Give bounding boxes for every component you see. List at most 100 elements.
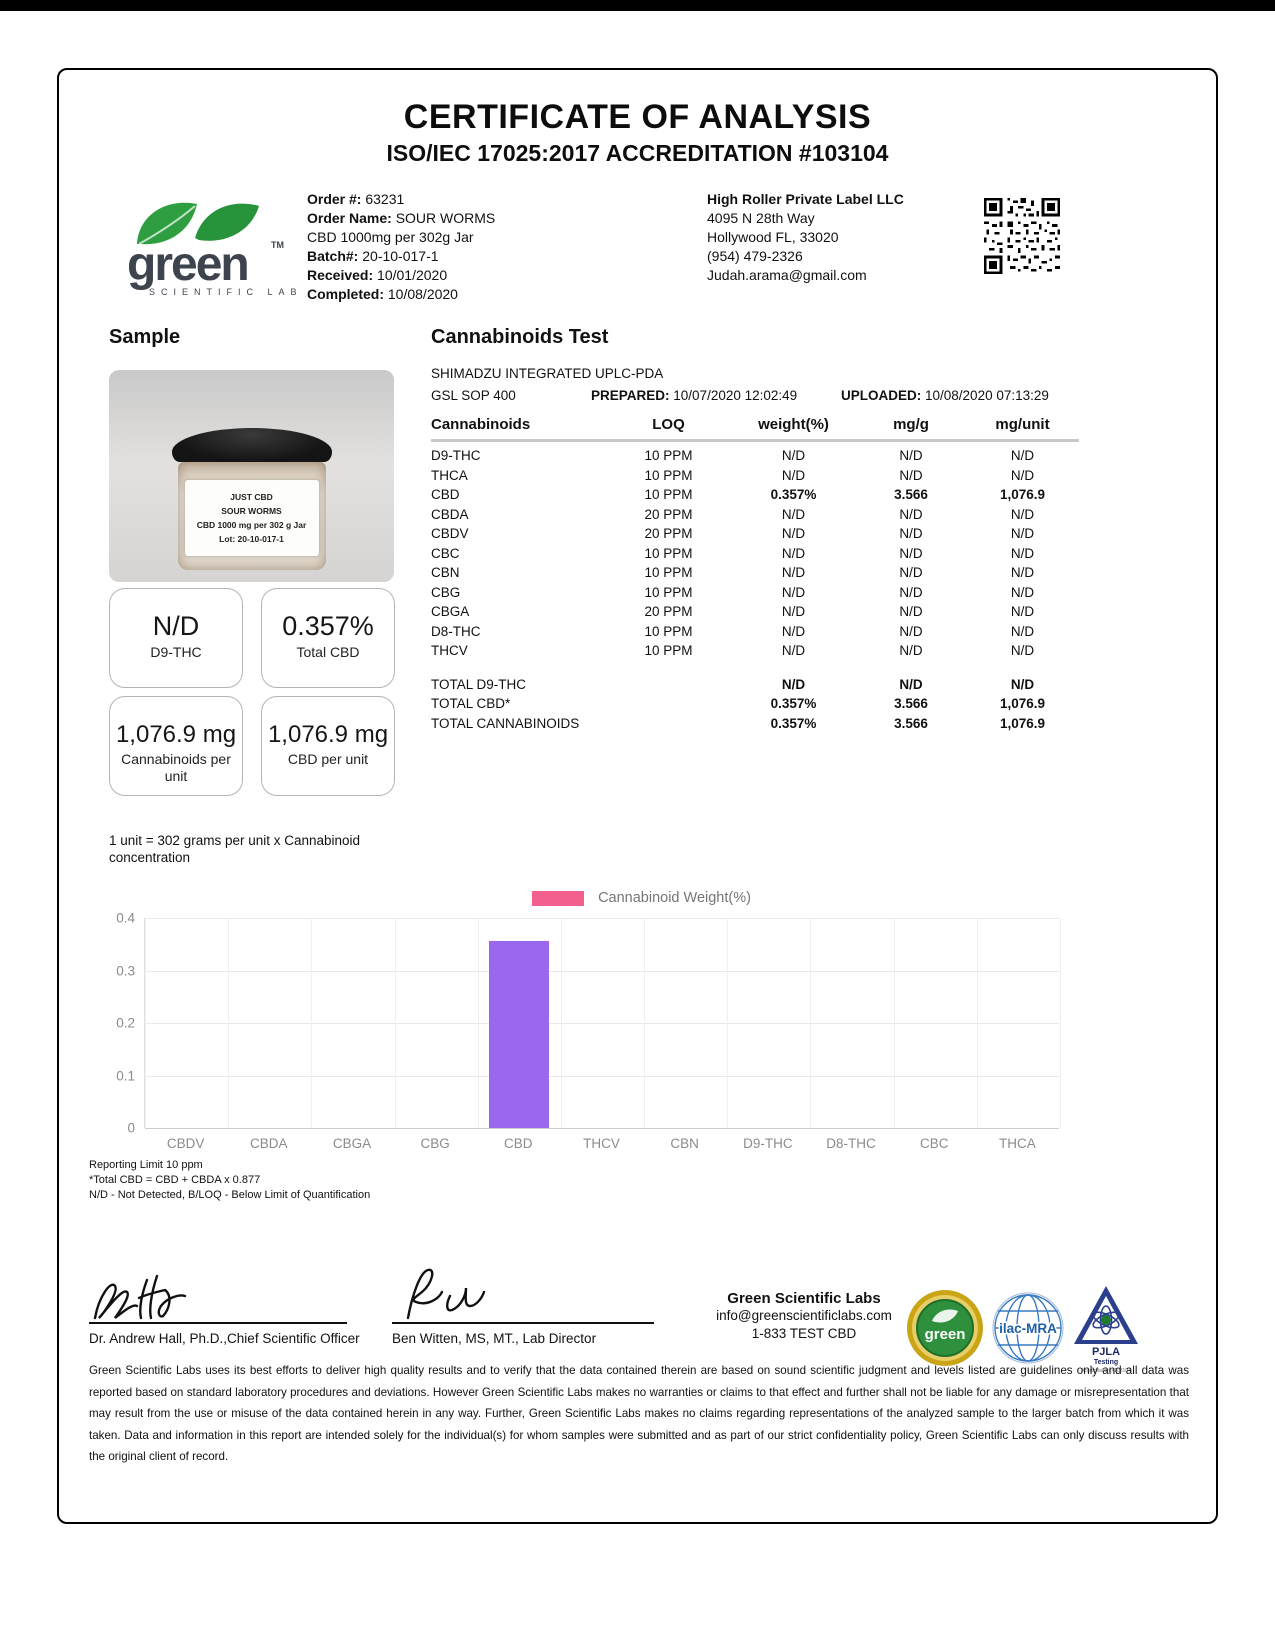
cell-loq: 10 PPM (644, 623, 693, 639)
order-info-value: 20-10-017-1 (362, 248, 439, 264)
cell-mgunit: N/D (1010, 506, 1035, 522)
x-tick-label: CBGA (332, 1136, 372, 1151)
cell-mgunit: N/D (1010, 584, 1035, 600)
cell-loq: 10 PPM (644, 565, 693, 581)
x-tick-label: CBC (919, 1136, 949, 1151)
order-info-line: Received: 10/01/2020 (307, 266, 607, 285)
order-info-line: Batch#: 20-10-017-1 (307, 247, 607, 266)
table-row: CBC 10 PPM N/D N/D N/D (431, 544, 1079, 564)
x-tick-label: D9-THC (743, 1136, 793, 1151)
cell-mgunit: N/D (1010, 526, 1035, 542)
order-info-label: Order Name: (307, 210, 392, 226)
legend-swatch-icon (532, 890, 585, 906)
cell-weight: N/D (781, 526, 806, 542)
svg-text:ilac-MRA: ilac-MRA (999, 1321, 1057, 1336)
gridline-h (145, 1023, 1059, 1024)
result-box-value: 1,076.9 mg (115, 721, 237, 748)
cell-mgg: 3.566 (894, 715, 928, 731)
table-row: CBDV 20 PPM N/D N/D N/D (431, 524, 1079, 544)
cell-name: CBN (431, 565, 460, 581)
y-tick-label: 0.4 (116, 910, 135, 926)
uploaded-label: UPLOADED: (841, 388, 922, 403)
gridline-h (145, 970, 1059, 972)
cell-name: CBD (431, 487, 460, 503)
y-tick-label: 0.2 (116, 1015, 135, 1031)
order-info-label: Order #: (307, 191, 362, 207)
table-row: CBGA 20 PPM N/D N/D N/D (431, 602, 1079, 622)
cell-mgg: N/D (899, 623, 923, 639)
chart-bar (489, 940, 550, 1128)
gridline-v (560, 918, 562, 1128)
signature-1-line (89, 1322, 347, 1324)
client-info-line: 4095 N 28th Way (707, 210, 815, 226)
signature-2-line (392, 1322, 654, 1324)
cell-name: THCA (431, 467, 468, 483)
result-box: N/D D9-THC (109, 588, 243, 688)
pjla-badge-icon: PJLA Testing Accreditation #103104 (1074, 1286, 1138, 1374)
gridline-v (644, 918, 646, 1128)
prepared-line: PREPARED: 10/07/2020 12:02:49 (591, 388, 797, 403)
jar-label-line: Lot: 20-10-017-1 (219, 534, 284, 544)
cell-name: CBC (431, 545, 460, 561)
cell-mgg: N/D (899, 643, 923, 659)
cell-name: D8-THC (431, 623, 481, 639)
result-box-value: 1,076.9 mg (267, 721, 389, 748)
green-scientific-labs-logo: green TM SCIENTIFIC LABS (109, 192, 309, 305)
unit-note: 1 unit = 302 grams per unit x Cannabinoi… (109, 833, 361, 865)
product-jar: JUST CBD SOUR WORMS CBD 1000 mg per 302 g … (171, 428, 332, 570)
top-black-bar (0, 0, 1275, 11)
table-header: Cannabinoids LOQ weight(%) mg/g mg/unit (431, 416, 1079, 442)
table-total-row: TOTAL D9-THC N/D N/D N/D (431, 675, 1079, 695)
gridline-v (727, 918, 729, 1128)
order-info-value: 63231 (365, 191, 405, 207)
gridline-v (893, 918, 895, 1128)
cell-loq: 10 PPM (644, 448, 693, 464)
cell-name: TOTAL CANNABINOIDS (431, 715, 580, 731)
signature-block-2: Ben Witten, MS, MT., Lab Director (392, 1262, 654, 1346)
col-mgg: mg/g (893, 416, 929, 433)
table-row: THCA 10 PPM N/D N/D N/D (431, 466, 1079, 486)
y-tick-label: 0.3 (116, 963, 135, 978)
table-row: D9-THC 10 PPM N/D N/D N/D (431, 446, 1079, 466)
cell-weight: 0.357% (770, 696, 817, 712)
cell-loq: 10 PPM (644, 487, 693, 503)
gridline-v (810, 918, 812, 1128)
cell-weight: N/D (781, 584, 806, 600)
cell-weight: N/D (781, 467, 806, 483)
order-info-label: Batch#: (307, 248, 359, 264)
cell-name: D9-THC (431, 448, 481, 464)
footnotes: Reporting Limit 10 ppm *Total CBD = CBD +… (89, 1158, 370, 1203)
cell-name: THCV (431, 643, 468, 659)
svg-text:green: green (127, 238, 248, 291)
jar-label-line: CBD 1000 mg per 302 g Jar (196, 520, 307, 530)
table-row: CBN 10 PPM N/D N/D N/D (431, 563, 1079, 583)
footnote-line: Reporting Limit 10 ppm (89, 1159, 203, 1171)
x-tick-label: CBN (670, 1136, 699, 1151)
cannabinoid-weight-chart: Cannabinoid Weight(%) 0 0.1 0.2 0.3 0.4 CBDV… (89, 888, 1194, 1170)
document-frame: CERTIFICATE OF ANALYSIS ISO/IEC 17025:20… (57, 68, 1218, 1524)
svg-text:SCIENTIFIC LABS: SCIENTIFIC LABS (149, 287, 299, 297)
gridline-v (145, 918, 146, 1128)
x-tick-label: THCV (583, 1136, 620, 1151)
prepared-label: PREPARED: (591, 388, 670, 403)
cell-weight: 0.357% (770, 487, 817, 503)
cell-name: TOTAL CBD* (431, 696, 511, 712)
jar-label-line: JUST CBD (230, 492, 273, 502)
y-tick-label: 0 (127, 1120, 135, 1136)
cell-loq: 10 PPM (644, 545, 693, 561)
client-info-line: High Roller Private Label LLC (707, 191, 904, 207)
result-box-label: Cannabinoids per unit (121, 751, 231, 784)
signature-block-1: Dr. Andrew Hall, Ph.D.,Chief Scientific … (89, 1266, 360, 1346)
lab-email: info@greenscientificlabs.com (716, 1308, 892, 1323)
cell-mgg: 3.566 (894, 696, 928, 712)
cell-mgg: N/D (899, 565, 923, 581)
lab-contact-block: Green Scientific Labs info@greenscientif… (659, 1290, 949, 1343)
col-mgunit: mg/unit (995, 416, 1050, 433)
cell-weight: N/D (781, 506, 806, 522)
table-row: CBG 10 PPM N/D N/D N/D (431, 583, 1079, 603)
uploaded-line: UPLOADED: 10/08/2020 07:13:29 (841, 388, 1049, 403)
cell-mgunit: N/D (1010, 604, 1035, 620)
x-tick-label: D8-THC (826, 1136, 876, 1151)
cell-weight: N/D (781, 623, 806, 639)
